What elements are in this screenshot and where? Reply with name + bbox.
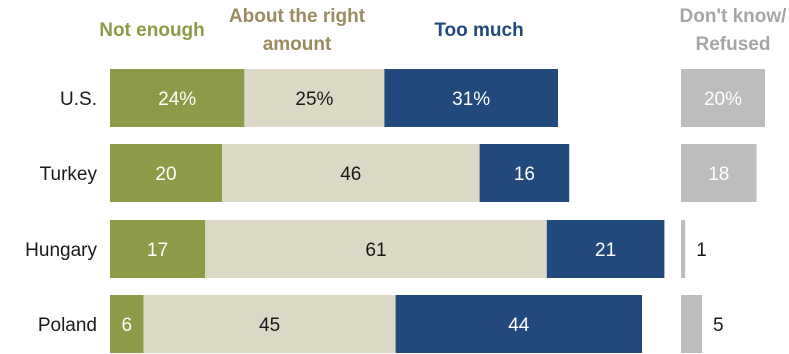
data-label: 44 [508, 315, 530, 336]
dk-data-label: 20% [704, 89, 742, 110]
bar-row: Turkey 20 46 16 18 [40, 144, 757, 202]
bar-segment [244, 69, 385, 127]
bar-row: Poland 6 45 44 5 [38, 295, 724, 353]
bar-segment [110, 295, 144, 353]
data-label: 16 [514, 164, 535, 185]
header-dont-know-line2: Refused [696, 34, 771, 55]
data-label: 24% [158, 89, 196, 110]
dk-data-label: 1 [696, 240, 707, 261]
bar-segment [546, 220, 665, 278]
category-label: Hungary [25, 240, 97, 261]
bar-row: U.S. 24% 25% 31% 20% [60, 69, 765, 127]
dk-data-label: 18 [708, 164, 729, 185]
column-headers: Not enough About the right amount Too mu… [99, 6, 787, 55]
bar-segment [143, 295, 396, 353]
header-not-enough: Not enough [99, 20, 205, 41]
header-dont-know-line1: Don't know/ [680, 6, 788, 27]
data-label: 31% [452, 89, 490, 110]
dk-bar [681, 295, 702, 353]
category-label: U.S. [60, 89, 97, 110]
header-about-right-line2: amount [263, 34, 332, 55]
data-label: 25% [295, 89, 333, 110]
category-label: Turkey [40, 164, 98, 185]
dk-bar [681, 69, 765, 127]
bar-segment [479, 144, 570, 202]
dk-data-label: 5 [713, 315, 724, 336]
bar-segment [395, 295, 642, 353]
bar-segment [205, 220, 547, 278]
bar-row: Hungary 17 61 21 1 [25, 220, 707, 278]
dk-bar [681, 144, 757, 202]
data-label: 45 [259, 315, 280, 336]
bar-segment [110, 144, 222, 202]
bar-segment [110, 69, 245, 127]
bar-segment [110, 220, 206, 278]
data-label: 20 [155, 164, 176, 185]
bar-segment [384, 69, 558, 127]
data-label: 17 [147, 240, 168, 261]
category-label: Poland [38, 315, 97, 336]
data-label: 46 [340, 164, 361, 185]
data-label: 61 [365, 240, 386, 261]
data-label: 21 [595, 240, 616, 261]
dk-bar [681, 220, 686, 278]
header-about-right-line1: About the right [229, 6, 366, 27]
bar-segment [222, 144, 480, 202]
data-label: 6 [122, 315, 133, 336]
header-too-much: Too much [434, 20, 523, 41]
